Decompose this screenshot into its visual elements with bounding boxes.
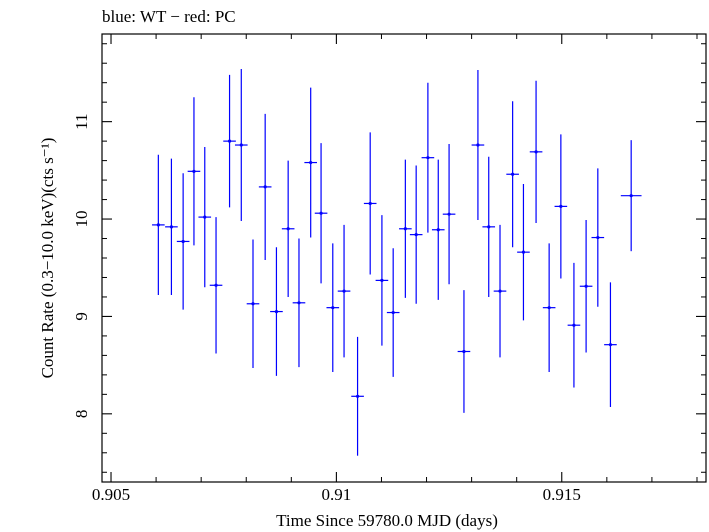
data-point <box>447 212 451 216</box>
data-point <box>181 239 185 244</box>
data-point <box>309 160 313 165</box>
x-tick-label: 0.905 <box>92 485 130 504</box>
data-point <box>629 194 633 198</box>
data-point <box>156 223 160 227</box>
data-point <box>414 233 418 237</box>
data-point <box>380 278 384 282</box>
data-point <box>426 156 430 160</box>
data-point <box>547 306 551 310</box>
data-point <box>487 225 491 229</box>
x-tick-label: 0.91 <box>322 485 352 504</box>
data-point <box>596 235 600 240</box>
data-point <box>436 228 440 232</box>
data-point <box>476 143 480 147</box>
y-axis: 8 9 10 11 <box>72 43 706 473</box>
data-point <box>286 227 290 231</box>
data-point <box>572 323 576 327</box>
data-point <box>169 225 174 229</box>
data-point <box>534 150 538 154</box>
data-point <box>368 201 372 206</box>
data-point <box>559 204 563 208</box>
data-point <box>251 302 255 306</box>
data-point <box>584 284 588 288</box>
data-point <box>214 283 218 287</box>
series-wt <box>152 69 642 456</box>
plot-frame <box>101 33 707 483</box>
data-point <box>521 250 526 254</box>
data-point <box>239 143 243 147</box>
data-point <box>319 211 323 215</box>
data-point <box>498 289 502 293</box>
data-point <box>342 289 346 293</box>
y-tick-label: 9 <box>72 312 91 321</box>
data-point <box>355 394 360 398</box>
data-point <box>462 349 466 354</box>
x-tick-label: 0.915 <box>543 485 581 504</box>
y-tick-label: 11 <box>72 113 91 129</box>
chart-title: blue: WT − red: PC <box>102 7 236 26</box>
y-tick-label: 8 <box>72 410 91 419</box>
x-axis: 0.905 0.91 0.915 <box>92 34 698 504</box>
x-axis-label: Time Since 59780.0 MJD (days) <box>276 511 498 530</box>
data-point <box>297 301 301 305</box>
data-point <box>331 306 335 310</box>
data-point <box>403 227 407 231</box>
data-point <box>263 185 267 189</box>
y-tick-label: 10 <box>72 211 91 228</box>
data-point <box>391 310 395 315</box>
data-point <box>274 309 279 314</box>
data-point <box>608 343 613 347</box>
y-axis-label: Count Rate (0.3−10.0 keV)(cts s⁻¹) <box>38 138 57 379</box>
data-point <box>227 139 232 143</box>
data-point <box>511 172 515 176</box>
data-point <box>203 215 207 219</box>
data-point <box>192 169 196 173</box>
